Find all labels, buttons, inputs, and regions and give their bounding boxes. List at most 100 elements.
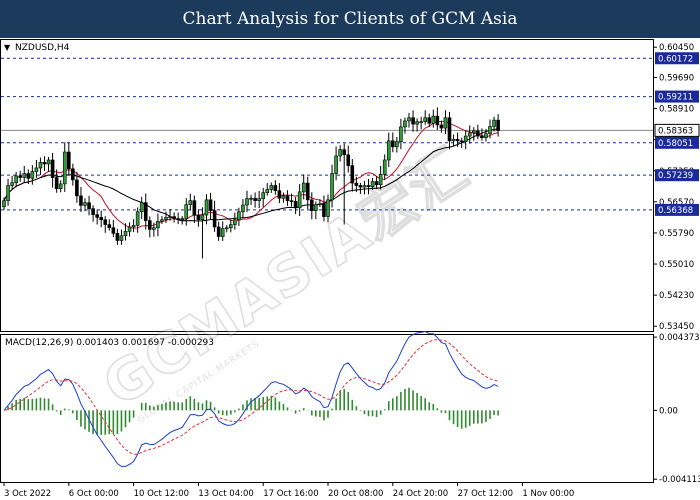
level-label: 0.57239 [658,171,693,181]
candle-up [314,204,318,211]
candle-up [269,185,274,190]
time-tick-label: 20 Oct 08:00 [328,489,383,499]
candle-down [476,130,480,137]
candle-up [362,185,367,188]
candle-down [253,197,257,201]
chart-area: GCMASIA宏汇 GLOBAL CAPITAL MARKETS 0.60450… [0,39,700,499]
candle-down [305,182,310,201]
candle-up [200,214,205,221]
candle-up [492,119,496,127]
candle-down [459,140,464,143]
current-price-tag [654,123,700,137]
candle-up [188,200,193,205]
candle-up [164,217,168,221]
candle-up [265,189,270,193]
candle-down [26,173,31,179]
candle-down [54,177,59,189]
time-tick-label: 3 Oct 2022 [4,489,51,499]
candle-up [471,130,476,134]
candle-down [322,203,326,217]
candle-down [71,168,75,181]
time-tick-label: 24 Oct 20:00 [393,489,448,499]
candle-down [427,117,432,124]
candle-down [411,117,415,125]
candle-up [326,199,330,217]
candle-down [99,217,103,221]
candle-down [208,199,213,211]
macd-panel [0,334,654,483]
candle-up [6,185,10,201]
candle-up [156,221,160,229]
time-tick-label: 1 Nov 00:00 [522,489,574,499]
candle-down [107,224,112,229]
candle-up [2,200,6,207]
candle-down [277,190,282,199]
candle-down [273,185,278,191]
price-tick-label: 0.60450 [659,43,694,53]
candle-up [131,225,136,228]
candle-up [152,227,156,230]
candle-down [216,226,221,237]
candle-up [415,121,419,125]
level-tag [655,90,699,103]
candle-up [370,181,375,187]
candle-up [245,198,249,206]
level-label: 0.60172 [658,54,693,64]
level-label: 0.58051 [658,139,693,149]
level-tag [655,169,699,182]
candle-up [184,204,189,219]
candle-down [50,159,55,178]
candle-up [22,173,27,178]
candle-down [390,140,395,148]
price-tick-label: 0.54230 [659,291,694,301]
moving-averages [3,120,499,229]
candle-down [439,124,444,129]
candle-up [241,204,245,213]
price-tick-label: 0.55010 [659,260,694,270]
candle-up [484,133,488,138]
candle-up [403,120,407,128]
candle-up [261,192,266,199]
chart-banner: Chart Analysis for Clients of GCM Asia [0,0,700,38]
candle-down [358,185,363,188]
candle-up [297,191,302,209]
candle-down [354,182,359,186]
candle-up [237,211,241,221]
candle-up [463,135,468,142]
candle-up [488,126,492,134]
candle-up [46,159,51,165]
candle-down [95,214,99,218]
candle-up [318,203,322,206]
candle-down [480,135,484,138]
level-tag [655,136,699,149]
candle-up [233,219,237,225]
candle-down [374,181,379,186]
price-tick-label: 0.53450 [659,322,694,332]
candle-down [289,200,294,202]
candle-up [38,162,43,169]
candle-down [342,149,347,156]
candle-down [176,218,180,221]
candle-up [204,199,209,216]
symbol-title: NZDUSD,H4 [15,43,70,53]
candle-down [42,162,47,165]
macd-series [3,330,499,467]
candle-up [139,202,144,213]
candle-up [419,121,423,124]
candle-up [249,197,253,200]
candle-down [67,151,71,170]
candlesticks [2,107,500,259]
candle-up [451,138,456,142]
macd-signal-line [3,339,499,455]
candle-up [301,182,306,193]
candle-up [83,202,87,206]
candle-down [366,185,371,187]
candle-up [229,224,233,229]
candle-down [115,233,120,241]
price-panel [0,39,654,332]
candle-down [285,195,290,201]
candle-down [111,227,116,234]
candle-up [281,195,286,199]
macd-axis: 0.004373 0.00 -0.004113 [653,333,700,485]
candle-up [62,151,67,185]
